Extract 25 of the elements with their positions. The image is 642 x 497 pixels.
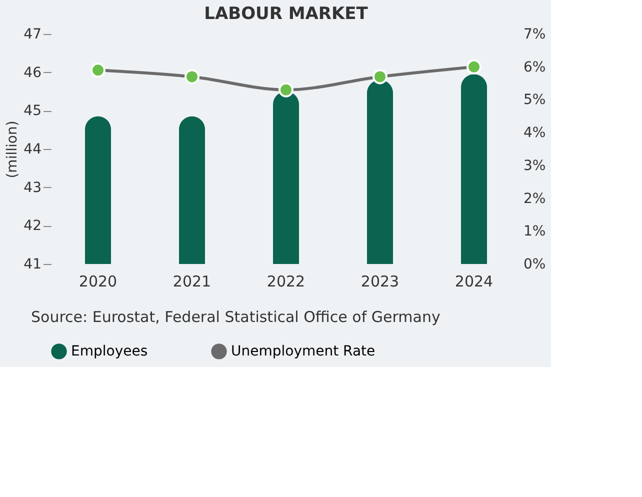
y-axis-title: (million) [4,120,21,178]
chart-title: LABOUR MARKET [204,4,368,24]
y2-tick-label: 2% [524,190,546,207]
y2-tick-label: 5% [524,92,546,108]
y-tick-label: 42 [24,218,42,234]
x-tick-label: 2020 [78,272,118,290]
y2-tick-label: 6% [524,59,546,76]
y-tick-label: 43 [24,180,42,196]
y2-tick-label: 3% [524,158,546,174]
y-tick-label: 47 [24,26,42,42]
x-tick-label: 2023 [360,272,400,290]
y2-tick-label: 1% [524,224,546,240]
y2-tick-label: 4% [524,125,546,142]
y-tick-label: 46 [24,64,42,81]
y2-tick-label: 7% [524,26,546,42]
y-tick-label: 45 [24,103,42,120]
legend-label: Employees [71,343,148,360]
legend-label: Unemployment Rate [231,343,376,360]
x-tick-label: 2024 [454,272,494,290]
x-tick-label: 2021 [172,272,212,290]
y-tick-label: 41 [24,256,42,272]
y-tick-label: 44 [24,142,42,158]
y2-tick-label: 0% [524,256,546,272]
source-note: Source: Eurostat, Federal Statistical Office of Germany [31,308,440,326]
x-tick-label: 2022 [266,272,306,290]
